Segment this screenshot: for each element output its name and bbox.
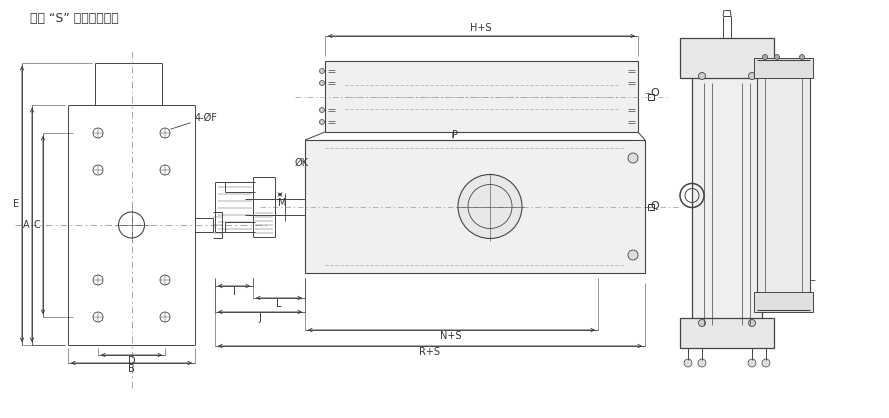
Text: M: M: [278, 197, 286, 207]
Bar: [648, 204, 654, 209]
Circle shape: [319, 120, 324, 125]
Text: L: L: [276, 299, 282, 309]
Text: J: J: [259, 313, 261, 323]
Circle shape: [319, 81, 324, 86]
Circle shape: [458, 174, 522, 239]
Text: N+S: N+S: [440, 331, 461, 341]
Text: P: P: [452, 130, 458, 140]
Circle shape: [763, 54, 767, 59]
Bar: [754, 58, 813, 78]
Text: 注： “S” 為缸的總行程: 注： “S” 為缸的總行程: [30, 12, 119, 25]
Text: ØK: ØK: [295, 158, 309, 168]
Circle shape: [319, 107, 324, 112]
Text: R+S: R+S: [420, 347, 441, 357]
Text: A: A: [23, 220, 29, 230]
Circle shape: [698, 359, 706, 367]
Text: O: O: [650, 88, 659, 98]
Text: D: D: [128, 356, 135, 366]
Circle shape: [749, 319, 756, 326]
Bar: [305, 140, 645, 273]
Bar: [692, 48, 762, 343]
Bar: [757, 60, 810, 310]
Bar: [325, 61, 638, 132]
Text: B: B: [128, 364, 135, 374]
Bar: [648, 94, 654, 100]
Circle shape: [748, 359, 756, 367]
Circle shape: [684, 359, 692, 367]
Circle shape: [319, 69, 324, 74]
Text: Q: Q: [650, 201, 659, 212]
Circle shape: [749, 72, 756, 79]
Circle shape: [628, 153, 638, 163]
Circle shape: [774, 54, 780, 59]
Circle shape: [628, 250, 638, 260]
Text: I: I: [233, 287, 236, 297]
Bar: [754, 292, 813, 312]
Circle shape: [699, 319, 706, 326]
Circle shape: [699, 72, 706, 79]
Bar: [680, 318, 774, 348]
Circle shape: [762, 359, 770, 367]
Circle shape: [799, 54, 805, 59]
Text: H+S: H+S: [470, 23, 492, 33]
Text: E: E: [13, 199, 19, 209]
Bar: [680, 38, 774, 78]
Text: 4-ØF: 4-ØF: [195, 113, 218, 123]
Text: C: C: [34, 220, 40, 230]
